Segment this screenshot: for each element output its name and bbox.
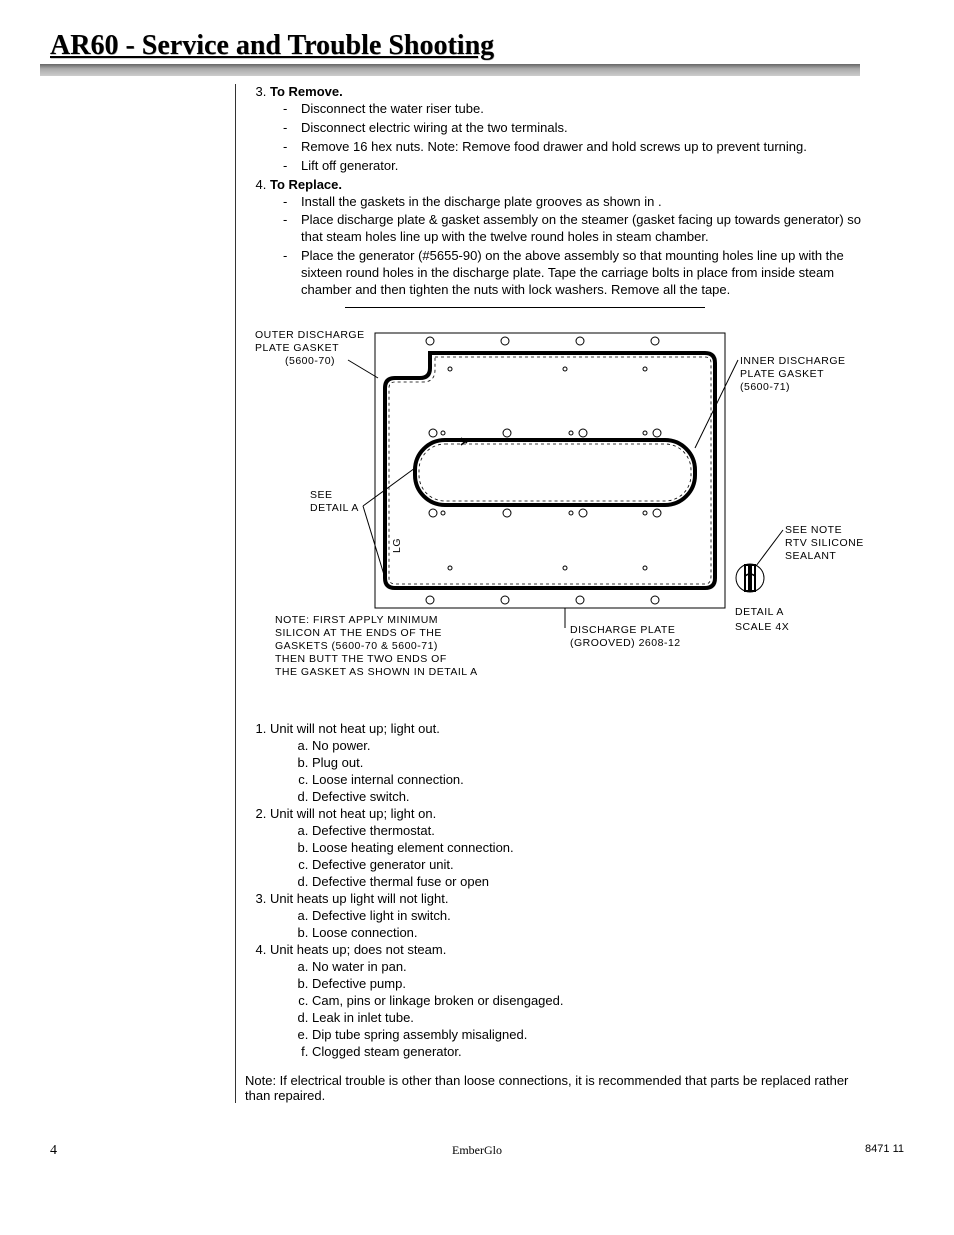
trouble-sub: No water in pan. bbox=[312, 959, 874, 974]
discharge-plate-label: DISCHARGE PLATE bbox=[570, 624, 675, 636]
to-replace-heading: To Replace. bbox=[270, 177, 342, 192]
troubleshoot-list: Unit will not heat up; light out. No pow… bbox=[245, 721, 874, 1059]
trouble-sub: Clogged steam generator. bbox=[312, 1044, 874, 1059]
inner-gasket-label: INNER DISCHARGE bbox=[740, 355, 846, 367]
vertical-rule bbox=[235, 84, 236, 1103]
remove-step: Remove 16 hex nuts. Note: Remove food dr… bbox=[295, 139, 874, 156]
divider bbox=[345, 307, 705, 308]
trouble-item: Unit heats up; does not steam. No water … bbox=[270, 942, 874, 1059]
trouble-title: Unit heats up light will not light. bbox=[270, 891, 448, 906]
brand-name: EmberGlo bbox=[452, 1143, 502, 1158]
see-detail-label: SEE bbox=[310, 489, 333, 501]
trouble-sub: Defective light in switch. bbox=[312, 908, 874, 923]
inner-gasket-label: PLATE GASKET bbox=[740, 368, 824, 380]
to-replace-steps: Install the gaskets in the discharge pla… bbox=[270, 194, 874, 299]
trouble-sub: Defective thermostat. bbox=[312, 823, 874, 838]
trouble-sub: Defective generator unit. bbox=[312, 857, 874, 872]
replace-step: Place the generator (#5655-90) on the ab… bbox=[295, 248, 874, 299]
lg-label: LG bbox=[391, 538, 403, 553]
replace-step: Place discharge plate & gasket assembly … bbox=[295, 212, 874, 246]
diagram-note: NOTE: FIRST APPLY MINIMUM bbox=[275, 614, 438, 626]
to-remove-heading: To Remove. bbox=[270, 84, 343, 99]
trouble-subs: No power. Plug out. Loose internal conne… bbox=[270, 738, 874, 804]
to-remove-steps: Disconnect the water riser tube. Disconn… bbox=[270, 101, 874, 175]
trouble-sub: Loose heating element connection. bbox=[312, 840, 874, 855]
remove-step: Lift off generator. bbox=[295, 158, 874, 175]
trouble-item: Unit will not heat up; light out. No pow… bbox=[270, 721, 874, 804]
remove-step: Disconnect the water riser tube. bbox=[295, 101, 874, 118]
trouble-sub: Loose connection. bbox=[312, 925, 874, 940]
outer-gasket-label: OUTER DISCHARGE bbox=[255, 329, 365, 341]
outer-gasket-label: (5600-70) bbox=[285, 355, 335, 367]
detail-a-label: DETAIL A bbox=[735, 606, 784, 618]
trouble-subs: No water in pan. Defective pump. Cam, pi… bbox=[270, 959, 874, 1059]
see-detail-label: DETAIL A bbox=[310, 502, 359, 514]
document-number: 8471 11 bbox=[865, 1143, 904, 1155]
outer-gasket-label: PLATE GASKET bbox=[255, 342, 339, 354]
trouble-item: Unit heats up light will not light. Defe… bbox=[270, 891, 874, 940]
troubleshoot-note: Note: If electrical trouble is other tha… bbox=[245, 1073, 874, 1103]
remove-step: Disconnect electric wiring at the two te… bbox=[295, 120, 874, 137]
trouble-subs: Defective thermostat. Loose heating elem… bbox=[270, 823, 874, 889]
gasket-diagram: OUTER DISCHARGE PLATE GASKET (5600-70) L… bbox=[245, 318, 874, 701]
to-replace-item: To Replace. Install the gaskets in the d… bbox=[270, 177, 874, 299]
trouble-title: Unit will not heat up; light out. bbox=[270, 721, 440, 736]
trouble-sub: Defective thermal fuse or open bbox=[312, 874, 874, 889]
trouble-sub: Defective switch. bbox=[312, 789, 874, 804]
replace-step: Install the gaskets in the discharge pla… bbox=[295, 194, 874, 211]
trouble-subs: Defective light in switch. Loose connect… bbox=[270, 908, 874, 940]
diagram-note: THEN BUTT THE TWO ENDS OF bbox=[275, 653, 447, 665]
trouble-sub: Defective pump. bbox=[312, 976, 874, 991]
diagram-note: SILICON AT THE ENDS OF THE bbox=[275, 627, 442, 639]
title-underline-bar bbox=[40, 64, 860, 76]
to-remove-item: To Remove. Disconnect the water riser tu… bbox=[270, 84, 874, 175]
trouble-sub: Leak in inlet tube. bbox=[312, 1010, 874, 1025]
trouble-sub: Dip tube spring assembly misaligned. bbox=[312, 1027, 874, 1042]
trouble-sub: Cam, pins or linkage broken or disengage… bbox=[312, 993, 874, 1008]
procedure-list: To Remove. Disconnect the water riser tu… bbox=[245, 84, 874, 299]
main-content: To Remove. Disconnect the water riser tu… bbox=[245, 84, 874, 1103]
trouble-title: Unit heats up; does not steam. bbox=[270, 942, 446, 957]
trouble-sub: No power. bbox=[312, 738, 874, 753]
see-note-label: SEALANT bbox=[785, 550, 836, 562]
page-number: 4 bbox=[50, 1143, 57, 1159]
see-note-label: RTV SILICONE bbox=[785, 537, 864, 549]
trouble-sub: Loose internal connection. bbox=[312, 772, 874, 787]
diagram-note: GASKETS (5600-70 & 5600-71) bbox=[275, 640, 438, 652]
trouble-item: Unit will not heat up; light on. Defecti… bbox=[270, 806, 874, 889]
trouble-title: Unit will not heat up; light on. bbox=[270, 806, 436, 821]
inner-gasket-label: (5600-71) bbox=[740, 381, 790, 393]
see-note-label: SEE NOTE bbox=[785, 524, 842, 536]
page-title: AR60 - Service and Trouble Shooting bbox=[50, 30, 904, 62]
scale-label: SCALE 4X bbox=[735, 621, 789, 633]
discharge-plate-label: (GROOVED) 2608-12 bbox=[570, 637, 681, 649]
trouble-sub: Plug out. bbox=[312, 755, 874, 770]
diagram-note: THE GASKET AS SHOWN IN DETAIL A bbox=[275, 666, 478, 678]
